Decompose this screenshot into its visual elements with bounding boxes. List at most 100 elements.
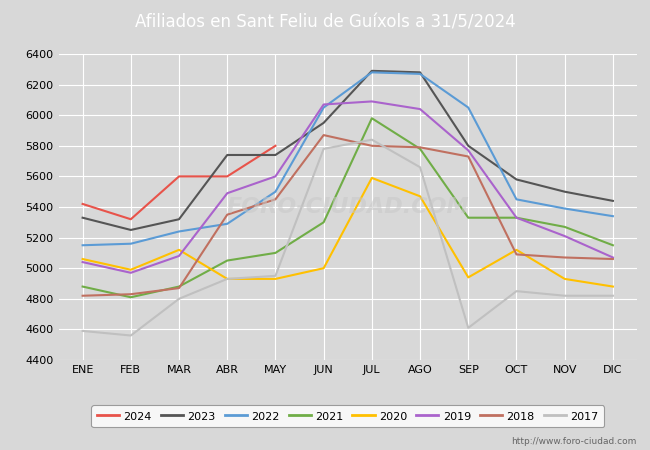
Line: 2017: 2017 <box>83 140 613 336</box>
2019 <box>464 148 472 153</box>
2018 <box>175 285 183 291</box>
Line: 2018: 2018 <box>83 135 613 296</box>
2020 <box>561 276 569 282</box>
2022 <box>175 229 183 234</box>
2017 <box>609 293 617 298</box>
2022 <box>272 189 280 194</box>
2018 <box>416 144 424 150</box>
2019 <box>561 234 569 239</box>
2023 <box>127 227 135 233</box>
2018 <box>368 143 376 148</box>
2023 <box>609 198 617 203</box>
Text: FORO-CIUDAD.COM: FORO-CIUDAD.COM <box>226 197 469 217</box>
2019 <box>224 190 231 196</box>
Line: 2024: 2024 <box>83 146 276 219</box>
Line: 2023: 2023 <box>83 71 613 230</box>
2024 <box>224 174 231 179</box>
2023 <box>561 189 569 194</box>
2022 <box>320 105 328 110</box>
2020 <box>127 267 135 272</box>
2019 <box>175 253 183 259</box>
2020 <box>175 247 183 252</box>
2017 <box>416 165 424 170</box>
2021 <box>272 250 280 256</box>
2019 <box>79 259 86 265</box>
2020 <box>368 175 376 180</box>
2023 <box>464 143 472 148</box>
2021 <box>127 295 135 300</box>
2017 <box>561 293 569 298</box>
2018 <box>320 132 328 138</box>
2018 <box>79 293 86 298</box>
2018 <box>513 252 521 257</box>
2022 <box>609 213 617 219</box>
2020 <box>272 276 280 282</box>
2017 <box>272 273 280 279</box>
2019 <box>609 255 617 260</box>
Text: http://www.foro-ciudad.com: http://www.foro-ciudad.com <box>512 436 637 446</box>
2020 <box>609 284 617 289</box>
2019 <box>127 270 135 275</box>
2018 <box>127 292 135 297</box>
2018 <box>224 212 231 217</box>
2017 <box>224 276 231 282</box>
2020 <box>79 256 86 262</box>
2023 <box>272 152 280 158</box>
2023 <box>416 70 424 75</box>
Line: 2021: 2021 <box>83 118 613 297</box>
2021 <box>464 215 472 220</box>
2023 <box>368 68 376 73</box>
Legend: 2024, 2023, 2022, 2021, 2020, 2019, 2018, 2017: 2024, 2023, 2022, 2021, 2020, 2019, 2018… <box>91 405 604 427</box>
2017 <box>464 325 472 331</box>
2017 <box>127 333 135 338</box>
2022 <box>561 206 569 211</box>
2021 <box>513 215 521 220</box>
2017 <box>513 288 521 294</box>
2024 <box>175 174 183 179</box>
Line: 2022: 2022 <box>83 72 613 245</box>
2022 <box>513 197 521 202</box>
Text: Afiliados en Sant Feliu de Guíxols a 31/5/2024: Afiliados en Sant Feliu de Guíxols a 31/… <box>135 14 515 32</box>
2022 <box>79 243 86 248</box>
2020 <box>320 266 328 271</box>
2022 <box>416 71 424 76</box>
2021 <box>320 220 328 225</box>
2024 <box>79 201 86 207</box>
2021 <box>416 146 424 152</box>
2017 <box>368 137 376 142</box>
2021 <box>79 284 86 289</box>
2018 <box>561 255 569 260</box>
2021 <box>175 284 183 289</box>
2021 <box>224 258 231 263</box>
2020 <box>224 276 231 282</box>
2021 <box>368 116 376 121</box>
2017 <box>175 296 183 302</box>
2021 <box>609 243 617 248</box>
2021 <box>561 224 569 230</box>
2020 <box>464 274 472 280</box>
2020 <box>416 194 424 199</box>
2023 <box>79 215 86 220</box>
2024 <box>272 143 280 148</box>
2023 <box>224 152 231 158</box>
2018 <box>464 154 472 159</box>
2022 <box>368 70 376 75</box>
2023 <box>320 120 328 126</box>
2024 <box>127 216 135 222</box>
2023 <box>175 216 183 222</box>
2020 <box>513 247 521 252</box>
2022 <box>224 221 231 226</box>
2018 <box>609 256 617 262</box>
2022 <box>464 105 472 110</box>
2019 <box>513 215 521 220</box>
2018 <box>272 197 280 202</box>
2019 <box>320 102 328 107</box>
Line: 2020: 2020 <box>83 178 613 287</box>
2019 <box>416 106 424 112</box>
2022 <box>127 241 135 247</box>
2019 <box>368 99 376 104</box>
2017 <box>79 328 86 333</box>
2019 <box>272 174 280 179</box>
Line: 2019: 2019 <box>83 101 613 273</box>
2017 <box>320 146 328 152</box>
